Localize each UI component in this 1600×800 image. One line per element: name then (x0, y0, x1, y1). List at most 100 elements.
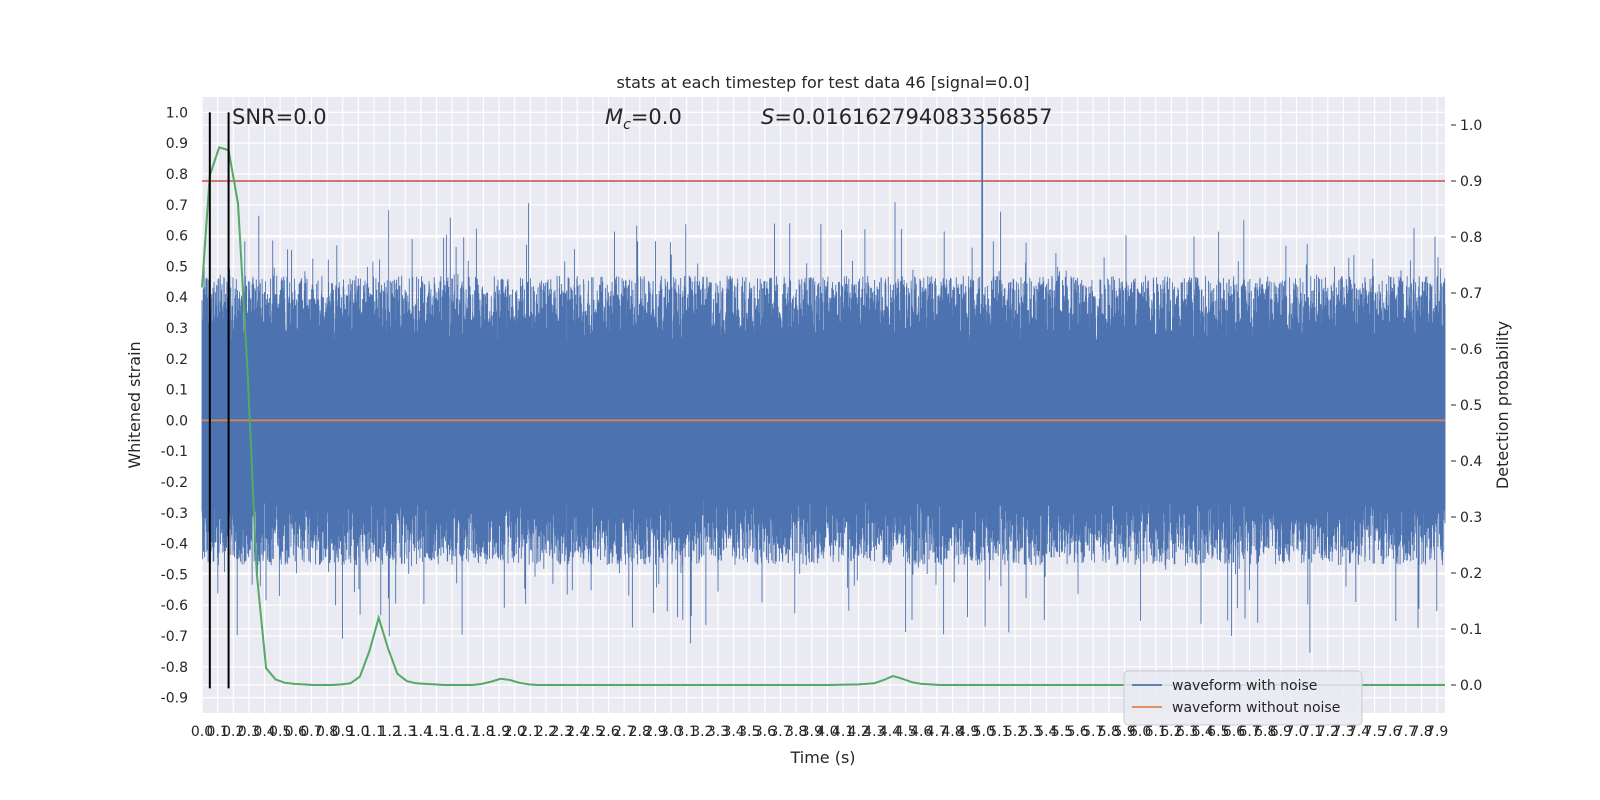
x-tick-label: 1.1 (363, 724, 385, 740)
y2-tick-label: 0.0 (1460, 678, 1482, 694)
x-tick-label: 6.3 (1176, 724, 1198, 740)
x-tick-label: 4.4 (879, 724, 901, 740)
detection-probability-line (201, 146, 1445, 686)
y-tick-label: 0.1 (166, 383, 188, 399)
y2-axis-label: Detection probability (1493, 321, 1512, 489)
x-tick-label: 7.6 (1379, 724, 1401, 740)
x-tick-label: 7.1 (1301, 724, 1323, 740)
x-tick-label: 4.3 (863, 724, 885, 740)
y2-tick-label: 0.8 (1460, 230, 1482, 246)
y-tick-label: -0.1 (161, 444, 188, 460)
x-tick-label: 5.2 (1004, 724, 1026, 740)
x-tick-label: 4.6 (910, 724, 932, 740)
x-tick-label: 3.0 (660, 724, 682, 740)
x-tick-label: 1.8 (472, 724, 494, 740)
x-tick-label: 5.5 (1051, 724, 1073, 740)
y-tick-label: -0.5 (161, 567, 188, 583)
x-tick-label: 6.9 (1270, 724, 1292, 740)
x-tick-label: 3.8 (785, 724, 807, 740)
x-tick-label: 5.0 (973, 724, 995, 740)
x-tick-label: 6.6 (1223, 724, 1245, 740)
x-tick-label: 5.6 (1066, 724, 1088, 740)
s-annotation: S=0.016162794083356857 (761, 105, 1052, 129)
y2-tick-label: 1.0 (1460, 118, 1482, 134)
x-tick-label: 4.5 (894, 724, 916, 740)
y2-tick-label: 0.5 (1460, 398, 1482, 414)
x-tick-label: 3.5 (738, 724, 760, 740)
x-tick-label: 7.7 (1395, 724, 1417, 740)
y-tick-label: -0.7 (161, 629, 188, 645)
legend-label-clean: waveform without noise (1172, 700, 1340, 716)
y-tick-label: 0.0 (166, 413, 188, 429)
x-tick-label: 0.8 (316, 724, 338, 740)
y-tick-label: 0.6 (166, 229, 188, 245)
chirp-mass-value: =0.0 (631, 105, 682, 129)
y-tick-label: 0.9 (166, 136, 188, 152)
x-tick-label: 3.4 (722, 724, 744, 740)
x-tick-label: 1.4 (410, 724, 432, 740)
x-tick-label: 2.1 (519, 724, 541, 740)
x-tick-label: 3.1 (676, 724, 698, 740)
x-tick-label: 5.1 (988, 724, 1010, 740)
x-tick-label: 3.2 (691, 724, 713, 740)
x-tick-label: 4.9 (957, 724, 979, 740)
x-tick-label: 0.1 (207, 724, 229, 740)
legend-box (1123, 670, 1363, 726)
x-tick-label: 7.8 (1410, 724, 1432, 740)
y-tick-label: -0.4 (161, 537, 188, 553)
x-tick-label: 3.3 (707, 724, 729, 740)
x-axis-label: Time (s) (789, 748, 855, 767)
x-tick-label: 5.9 (1113, 724, 1135, 740)
x-tick-label: 5.4 (1035, 724, 1057, 740)
x-tick-label: 0.5 (269, 724, 291, 740)
x-tick-label: 0.3 (238, 724, 260, 740)
x-tick-label: 0.6 (285, 724, 307, 740)
x-tick-label: 2.2 (535, 724, 557, 740)
x-tick-label: 2.4 (566, 724, 588, 740)
x-tick-label: 0.2 (222, 724, 244, 740)
x-tick-label: 6.1 (1145, 724, 1167, 740)
x-tick-label: 4.8 (941, 724, 963, 740)
x-tick-label: 1.7 (457, 724, 479, 740)
chirp-mass-annotation: Mc=0.0 (605, 105, 682, 133)
x-tick-label: 4.0 (816, 724, 838, 740)
x-tick-label: 7.2 (1317, 724, 1339, 740)
y-tick-label: -0.8 (161, 660, 188, 676)
x-tick-label: 4.7 (926, 724, 948, 740)
x-tick-label: 1.0 (347, 724, 369, 740)
x-tick-label: 4.2 (848, 724, 870, 740)
legend: waveform with noise waveform without noi… (1123, 670, 1363, 726)
x-tick-label: 7.5 (1364, 724, 1386, 740)
y-tick-label: 0.3 (166, 321, 188, 337)
x-tick-label: 2.8 (629, 724, 651, 740)
chart-title: stats at each timestep for test data 46 … (617, 73, 1030, 92)
chirp-mass-symbol: M (605, 105, 623, 129)
y2-tick-labels: 1.0 0.9 0.8 0.7 0.6 0.5 0.4 0.3 0.2 0.1 0.0 (1451, 118, 1482, 694)
y-tick-label: 0.8 (166, 167, 188, 183)
marker-lines (208, 112, 230, 689)
y2-tick-label: 0.4 (1460, 454, 1482, 470)
x-tick-label: 1.5 (425, 724, 447, 740)
x-tick-label: 0.0 (191, 724, 213, 740)
chirp-mass-subscript: c (623, 117, 631, 133)
y2-tick-label: 0.1 (1460, 622, 1482, 638)
x-tick-labels: 0.00.10.20.30.40.50.60.70.80.91.01.11.21… (191, 724, 1448, 740)
x-tick-label: 0.7 (300, 724, 322, 740)
y-axis-label: Whitened strain (125, 341, 144, 468)
x-tick-label: 2.0 (504, 724, 526, 740)
x-tick-label: 6.5 (1207, 724, 1229, 740)
x-tick-label: 6.2 (1160, 724, 1182, 740)
y-tick-label: -0.2 (161, 475, 188, 491)
x-tick-label: 2.7 (613, 724, 635, 740)
x-tick-label: 5.8 (1098, 724, 1120, 740)
x-tick-label: 7.9 (1426, 724, 1448, 740)
s-symbol: S (761, 105, 774, 129)
x-tick-label: 6.8 (1254, 724, 1276, 740)
y2-tick-label: 0.2 (1460, 566, 1482, 582)
x-tick-label: 6.4 (1192, 724, 1214, 740)
x-tick-label: 1.9 (488, 724, 510, 740)
x-tick-label: 5.3 (1020, 724, 1042, 740)
x-tick-label: 2.6 (597, 724, 619, 740)
x-tick-label: 7.4 (1348, 724, 1370, 740)
